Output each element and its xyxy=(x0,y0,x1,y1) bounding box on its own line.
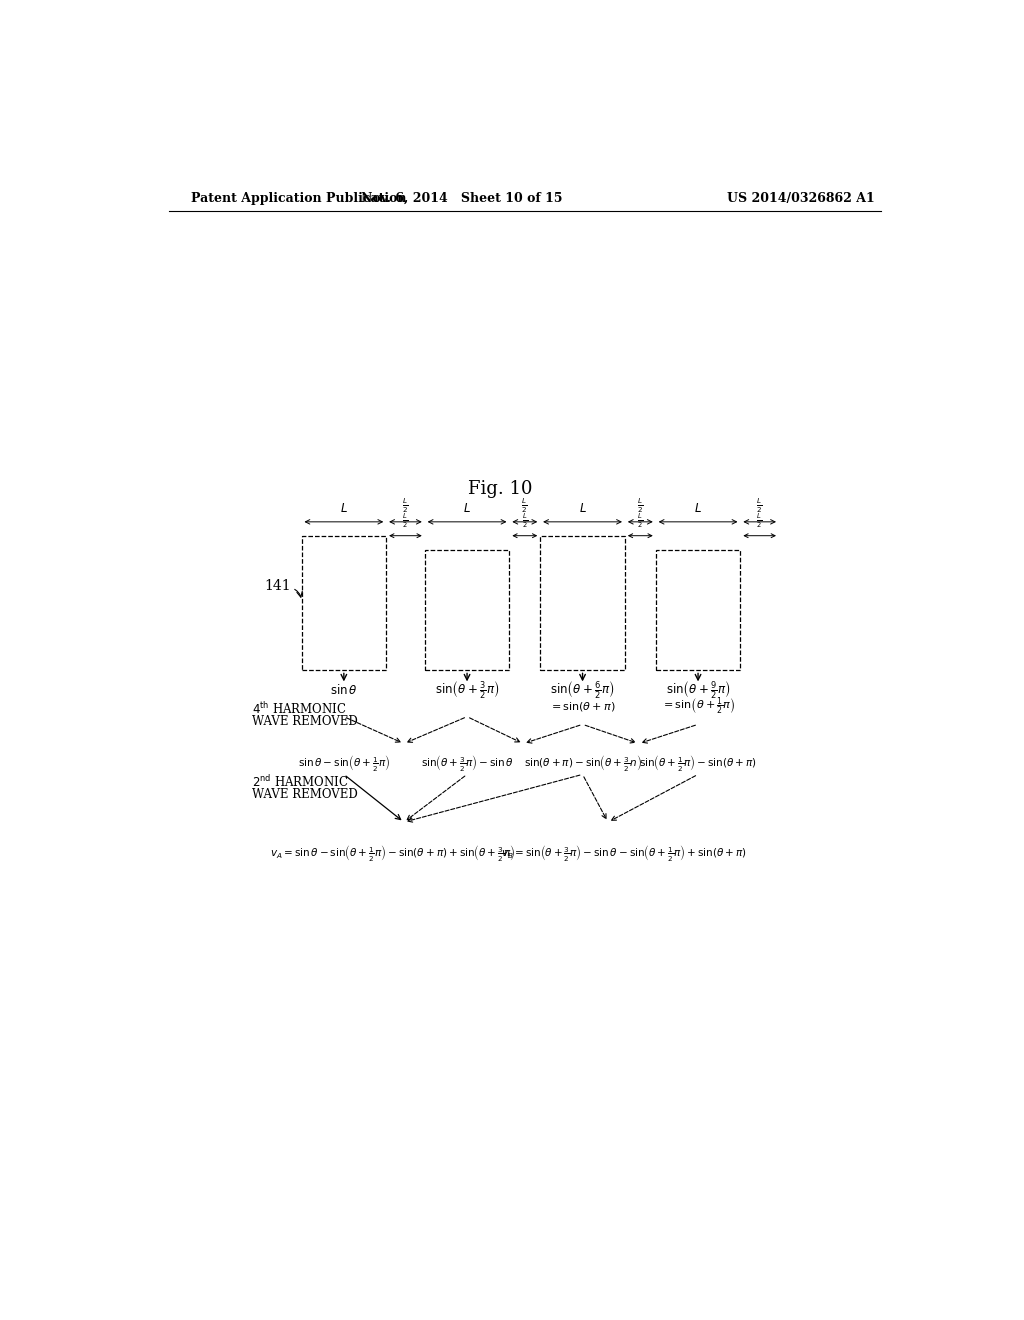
Text: $\frac{L}{2}$: $\frac{L}{2}$ xyxy=(402,496,409,515)
Text: WAVE REMOVED: WAVE REMOVED xyxy=(252,788,358,801)
Text: $\frac{L}{2}$: $\frac{L}{2}$ xyxy=(757,496,763,515)
Text: $4^{\rm th}$ HARMONIC: $4^{\rm th}$ HARMONIC xyxy=(252,701,347,717)
Text: $\frac{L}{2}$: $\frac{L}{2}$ xyxy=(637,511,643,529)
Text: $\sin\!\left(\theta+\frac{9}{2}\pi\right)$: $\sin\!\left(\theta+\frac{9}{2}\pi\right… xyxy=(666,680,730,700)
Text: $L$: $L$ xyxy=(340,502,348,515)
Text: $\sin\theta-\sin\!\left(\theta+\frac{1}{2}\pi\right)$: $\sin\theta-\sin\!\left(\theta+\frac{1}{… xyxy=(298,752,390,772)
Text: $\sin\!\left(\theta+\frac{3}{2}\pi\right)$: $\sin\!\left(\theta+\frac{3}{2}\pi\right… xyxy=(435,680,500,700)
Text: $L$: $L$ xyxy=(694,502,702,515)
Text: $\frac{L}{2}$: $\frac{L}{2}$ xyxy=(637,496,644,515)
Text: $=\sin(\theta+\pi)$: $=\sin(\theta+\pi)$ xyxy=(549,700,615,713)
Bar xyxy=(541,536,625,671)
Text: $\sin\!\left(\theta+\frac{1}{2}\pi\right)-\sin(\theta+\pi)$: $\sin\!\left(\theta+\frac{1}{2}\pi\right… xyxy=(639,752,757,772)
Bar xyxy=(425,549,509,671)
Text: $v_B=\sin\!\left(\theta+\frac{3}{2}\pi\right)-\sin\theta-\sin\!\left(\theta+\fra: $v_B=\sin\!\left(\theta+\frac{3}{2}\pi\r… xyxy=(501,843,746,863)
Text: $\frac{L}{2}$: $\frac{L}{2}$ xyxy=(402,511,409,529)
Text: $2^{\rm nd}$ HARMONIC: $2^{\rm nd}$ HARMONIC xyxy=(252,774,349,791)
Text: Fig. 10: Fig. 10 xyxy=(468,480,532,499)
Bar xyxy=(655,549,740,671)
Text: $L$: $L$ xyxy=(463,502,471,515)
Text: $\frac{L}{2}$: $\frac{L}{2}$ xyxy=(521,496,528,515)
Text: $\frac{L}{2}$: $\frac{L}{2}$ xyxy=(757,511,763,529)
Text: $\sin\!\left(\theta+\frac{3}{2}\pi\right)-\sin\theta$: $\sin\!\left(\theta+\frac{3}{2}\pi\right… xyxy=(421,752,514,772)
Text: $\frac{L}{2}$: $\frac{L}{2}$ xyxy=(521,511,528,529)
Text: 141: 141 xyxy=(264,578,291,593)
Text: WAVE REMOVED: WAVE REMOVED xyxy=(252,714,358,727)
Bar xyxy=(301,536,386,671)
Text: $\sin(\theta+\pi)-\sin\!\left(\theta+\frac{3}{2}n\right)$: $\sin(\theta+\pi)-\sin\!\left(\theta+\fr… xyxy=(523,752,641,772)
Text: Patent Application Publication: Patent Application Publication xyxy=(190,191,407,205)
Text: $L$: $L$ xyxy=(579,502,587,515)
Text: $\sin\theta$: $\sin\theta$ xyxy=(330,682,357,697)
Text: $v_A=\sin\theta-\sin\!\left(\theta+\frac{1}{2}\pi\right)-\sin(\theta+\pi)+\sin\!: $v_A=\sin\theta-\sin\!\left(\theta+\frac… xyxy=(269,843,515,863)
Text: $\sin\!\left(\theta+\frac{6}{2}\pi\right)$: $\sin\!\left(\theta+\frac{6}{2}\pi\right… xyxy=(550,680,614,700)
Text: US 2014/0326862 A1: US 2014/0326862 A1 xyxy=(727,191,874,205)
Text: $=\sin\!\left(\theta+\frac{1}{2}\pi\right)$: $=\sin\!\left(\theta+\frac{1}{2}\pi\righ… xyxy=(660,696,735,717)
Text: Nov. 6, 2014   Sheet 10 of 15: Nov. 6, 2014 Sheet 10 of 15 xyxy=(360,191,562,205)
